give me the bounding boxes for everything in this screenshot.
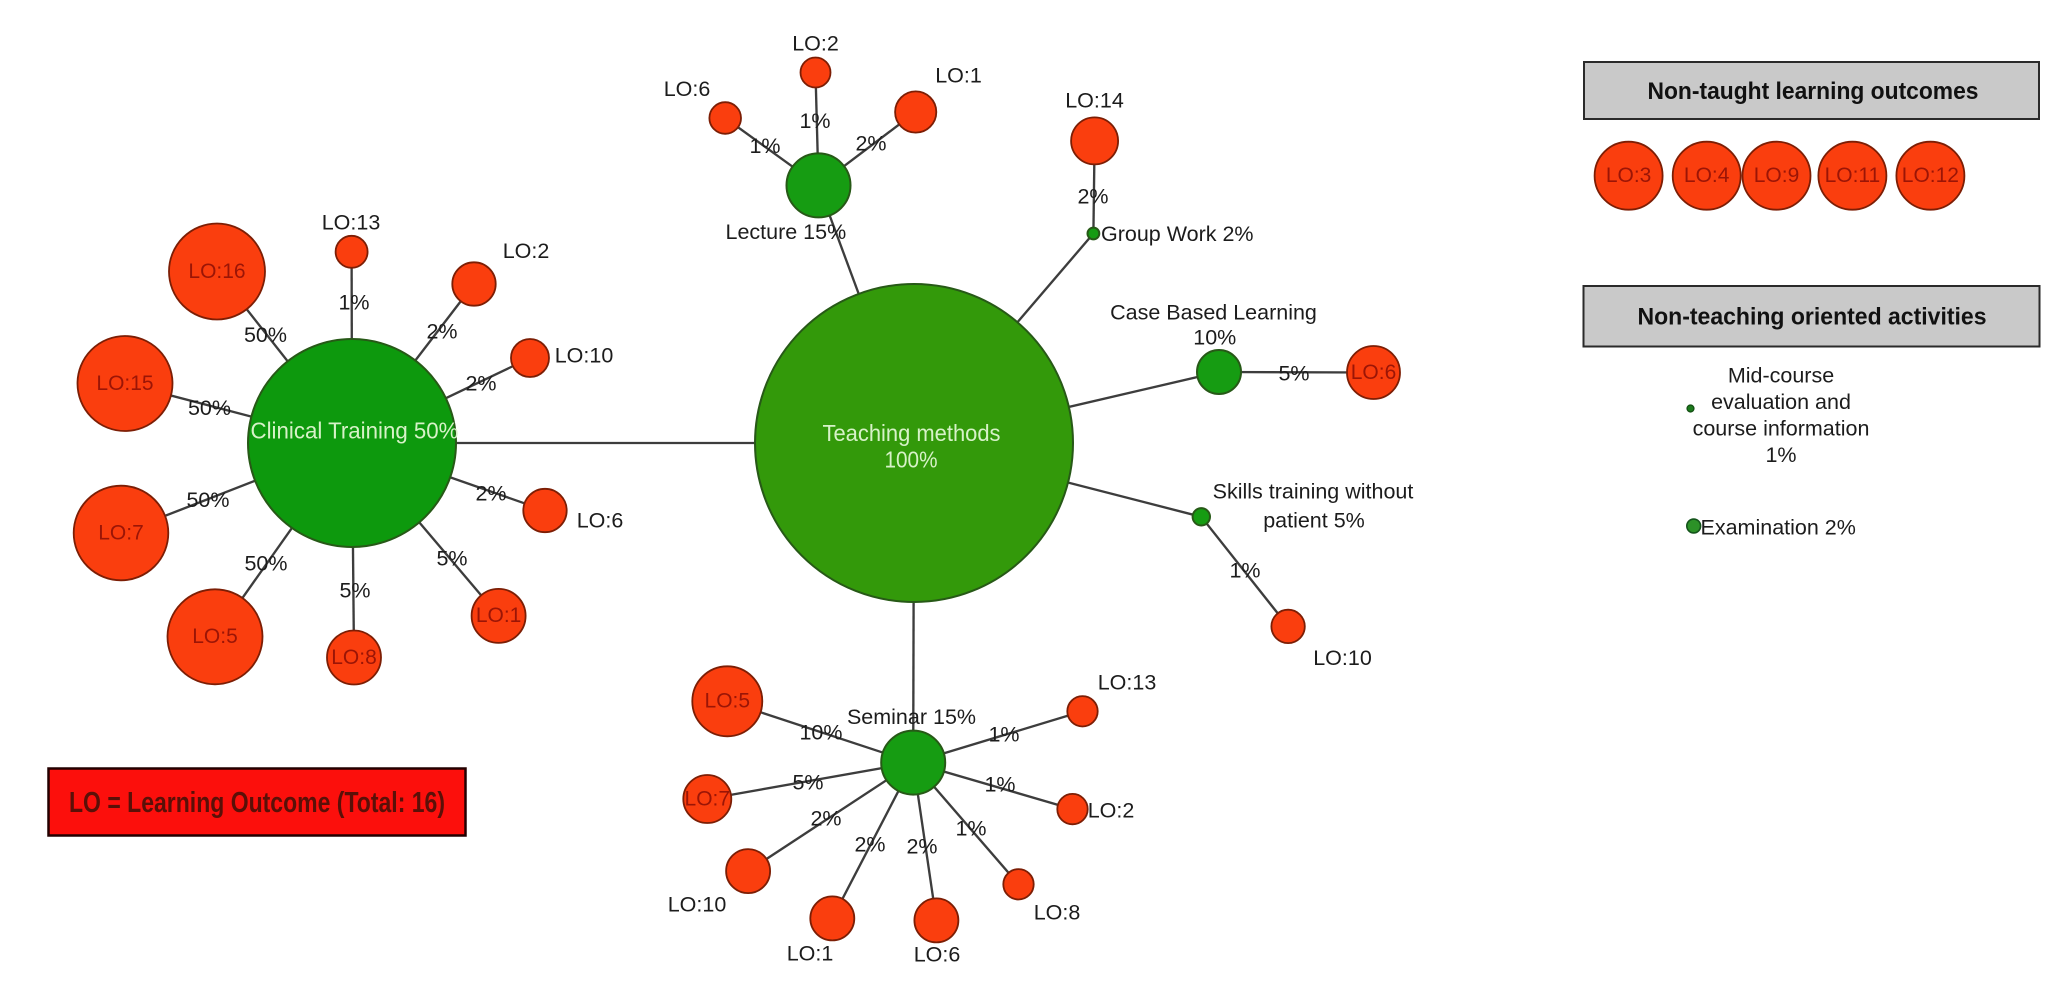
svg-text:LO:8: LO:8	[1034, 901, 1081, 925]
svg-text:LO:10: LO:10	[1313, 646, 1372, 670]
svg-text:LO:6: LO:6	[1351, 361, 1397, 384]
svg-text:LO:15: LO:15	[96, 372, 153, 395]
svg-text:Lecture 15%: Lecture 15%	[726, 220, 847, 244]
svg-text:5%: 5%	[792, 771, 823, 795]
svg-text:LO:3: LO:3	[1606, 164, 1652, 187]
svg-text:2%: 2%	[426, 320, 457, 344]
svg-text:LO:10: LO:10	[668, 893, 727, 917]
svg-text:2%: 2%	[1077, 185, 1108, 209]
svg-text:50%: 50%	[186, 488, 229, 512]
svg-text:1%: 1%	[799, 109, 830, 133]
svg-text:LO:5: LO:5	[705, 690, 751, 713]
svg-text:LO:13: LO:13	[1098, 671, 1157, 695]
svg-text:LO:10: LO:10	[555, 344, 614, 368]
svg-text:Clinical Training 50%: Clinical Training 50%	[251, 418, 459, 444]
svg-text:LO:1: LO:1	[476, 604, 522, 627]
svg-text:2%: 2%	[475, 482, 506, 506]
svg-text:50%: 50%	[188, 396, 231, 420]
svg-text:5%: 5%	[1278, 362, 1309, 386]
svg-text:evaluation and: evaluation and	[1711, 390, 1851, 414]
svg-text:10%: 10%	[1193, 326, 1236, 350]
svg-text:2%: 2%	[854, 833, 885, 857]
svg-text:LO:2: LO:2	[792, 32, 839, 56]
svg-text:Non-teaching oriented activiti: Non-teaching oriented activities	[1638, 304, 1987, 331]
svg-text:LO:9: LO:9	[1754, 164, 1800, 187]
svg-text:1%: 1%	[1229, 559, 1260, 583]
svg-text:LO:7: LO:7	[98, 521, 144, 544]
svg-text:LO:2: LO:2	[503, 239, 550, 263]
svg-text:100%: 100%	[885, 447, 938, 473]
svg-text:LO:6: LO:6	[914, 943, 961, 967]
svg-text:Examination 2%: Examination 2%	[1701, 516, 1856, 540]
svg-text:Teaching methods: Teaching methods	[823, 420, 1001, 446]
svg-text:LO:11: LO:11	[1825, 164, 1881, 187]
svg-text:patient 5%: patient 5%	[1263, 509, 1365, 533]
svg-text:LO = Learning Outcome (Total:: LO = Learning Outcome (Total: 16)	[69, 787, 445, 819]
svg-text:course information: course information	[1693, 417, 1870, 441]
svg-text:LO:6: LO:6	[577, 509, 624, 533]
svg-text:1%: 1%	[984, 773, 1015, 797]
svg-text:LO:5: LO:5	[192, 625, 238, 648]
svg-text:50%: 50%	[244, 323, 287, 347]
svg-text:5%: 5%	[436, 547, 467, 571]
svg-text:LO:12: LO:12	[1902, 164, 1959, 187]
svg-text:1%: 1%	[749, 134, 780, 158]
svg-text:1%: 1%	[1765, 443, 1796, 467]
svg-text:2%: 2%	[810, 807, 841, 831]
svg-text:Group Work 2%: Group Work 2%	[1101, 222, 1254, 246]
svg-text:Case Based Learning: Case Based Learning	[1110, 301, 1317, 325]
svg-text:LO:4: LO:4	[1684, 164, 1730, 187]
svg-text:Skills training without: Skills training without	[1213, 480, 1414, 504]
svg-text:2%: 2%	[906, 835, 937, 859]
svg-text:Seminar 15%: Seminar 15%	[847, 705, 976, 729]
svg-text:LO:8: LO:8	[331, 646, 377, 669]
svg-text:LO:6: LO:6	[664, 77, 711, 101]
svg-text:LO:13: LO:13	[322, 211, 381, 235]
svg-text:2%: 2%	[855, 132, 886, 156]
svg-text:50%: 50%	[244, 552, 287, 576]
svg-text:1%: 1%	[988, 723, 1019, 747]
svg-text:2%: 2%	[465, 372, 496, 396]
svg-text:LO:1: LO:1	[787, 942, 834, 966]
svg-text:10%: 10%	[799, 721, 842, 745]
svg-text:Mid-course: Mid-course	[1728, 364, 1834, 388]
svg-text:LO:2: LO:2	[1088, 799, 1135, 823]
svg-text:1%: 1%	[955, 817, 986, 841]
svg-text:LO:1: LO:1	[935, 64, 982, 88]
svg-text:5%: 5%	[339, 579, 370, 603]
svg-text:LO:16: LO:16	[188, 260, 245, 283]
svg-text:Non-taught learning outcomes: Non-taught learning outcomes	[1648, 78, 1979, 105]
svg-text:1%: 1%	[338, 291, 369, 315]
svg-text:LO:14: LO:14	[1065, 89, 1124, 113]
svg-text:LO:7: LO:7	[685, 787, 731, 810]
